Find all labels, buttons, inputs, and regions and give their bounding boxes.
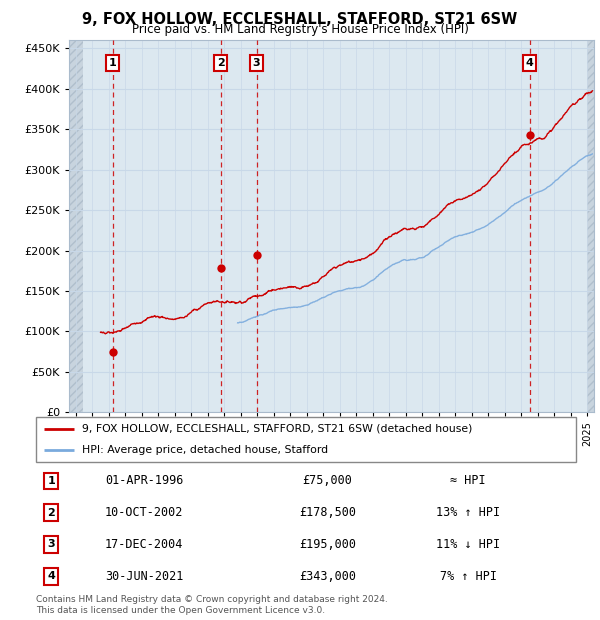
Text: 01-APR-1996: 01-APR-1996 <box>105 474 183 487</box>
Text: 2: 2 <box>217 58 224 68</box>
Text: 7% ↑ HPI: 7% ↑ HPI <box>439 570 497 583</box>
Text: £75,000: £75,000 <box>302 474 353 487</box>
Text: 3: 3 <box>253 58 260 68</box>
Text: 10-OCT-2002: 10-OCT-2002 <box>105 506 183 519</box>
Text: £195,000: £195,000 <box>299 538 356 551</box>
Text: 9, FOX HOLLOW, ECCLESHALL, STAFFORD, ST21 6SW (detached house): 9, FOX HOLLOW, ECCLESHALL, STAFFORD, ST2… <box>82 424 472 434</box>
Text: 3: 3 <box>47 539 55 549</box>
Text: £343,000: £343,000 <box>299 570 356 583</box>
Text: Contains HM Land Registry data © Crown copyright and database right 2024.: Contains HM Land Registry data © Crown c… <box>36 595 388 604</box>
Text: 1: 1 <box>47 476 55 486</box>
FancyBboxPatch shape <box>36 417 576 462</box>
Text: This data is licensed under the Open Government Licence v3.0.: This data is licensed under the Open Gov… <box>36 606 325 616</box>
Text: Price paid vs. HM Land Registry's House Price Index (HPI): Price paid vs. HM Land Registry's House … <box>131 23 469 36</box>
Text: HPI: Average price, detached house, Stafford: HPI: Average price, detached house, Staf… <box>82 445 328 455</box>
Text: 9, FOX HOLLOW, ECCLESHALL, STAFFORD, ST21 6SW: 9, FOX HOLLOW, ECCLESHALL, STAFFORD, ST2… <box>82 12 518 27</box>
Text: 13% ↑ HPI: 13% ↑ HPI <box>436 506 500 519</box>
Text: 17-DEC-2004: 17-DEC-2004 <box>105 538 183 551</box>
Text: 1: 1 <box>109 58 116 68</box>
Text: ≈ HPI: ≈ HPI <box>450 474 486 487</box>
Text: 2: 2 <box>47 508 55 518</box>
Text: 4: 4 <box>526 58 533 68</box>
Text: 4: 4 <box>47 571 55 581</box>
Text: £178,500: £178,500 <box>299 506 356 519</box>
Text: 11% ↓ HPI: 11% ↓ HPI <box>436 538 500 551</box>
Text: 30-JUN-2021: 30-JUN-2021 <box>105 570 183 583</box>
